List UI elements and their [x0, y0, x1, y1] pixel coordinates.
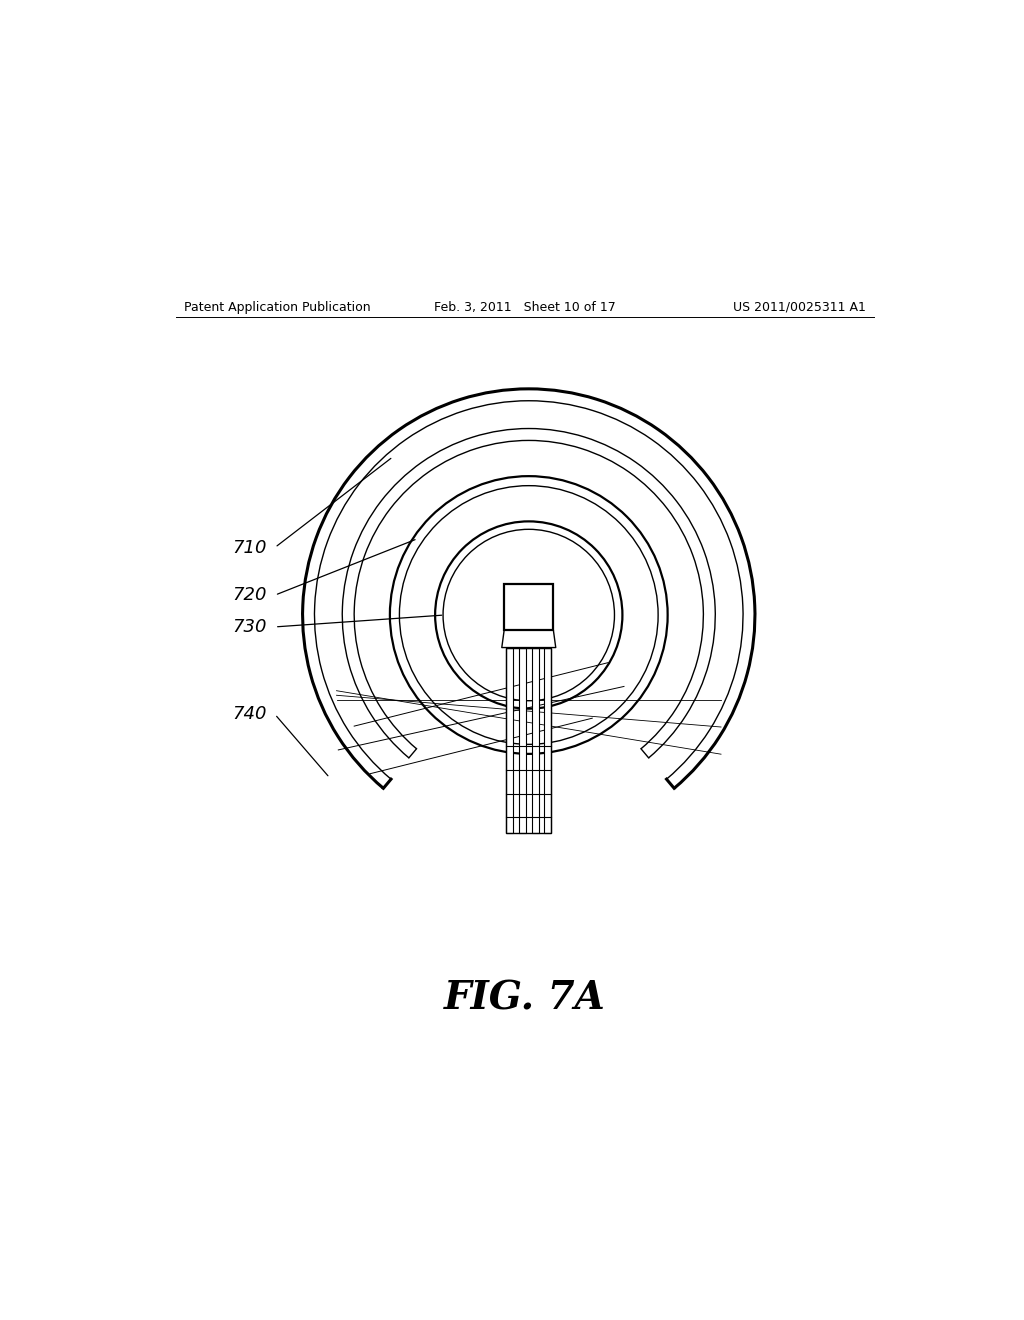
Bar — [519, 648, 526, 833]
Text: 730: 730 — [232, 618, 267, 636]
Text: US 2011/0025311 A1: US 2011/0025311 A1 — [733, 301, 866, 314]
Bar — [544, 648, 551, 833]
Polygon shape — [502, 630, 556, 648]
Text: FIG. 7A: FIG. 7A — [444, 979, 605, 1018]
Bar — [504, 583, 553, 630]
Text: Patent Application Publication: Patent Application Publication — [183, 301, 371, 314]
Text: Feb. 3, 2011   Sheet 10 of 17: Feb. 3, 2011 Sheet 10 of 17 — [434, 301, 615, 314]
Text: 720: 720 — [232, 586, 267, 605]
Text: 710: 710 — [232, 539, 267, 557]
Text: 740: 740 — [232, 705, 267, 723]
Bar — [531, 648, 539, 833]
Bar — [506, 648, 551, 833]
Bar — [506, 648, 513, 833]
